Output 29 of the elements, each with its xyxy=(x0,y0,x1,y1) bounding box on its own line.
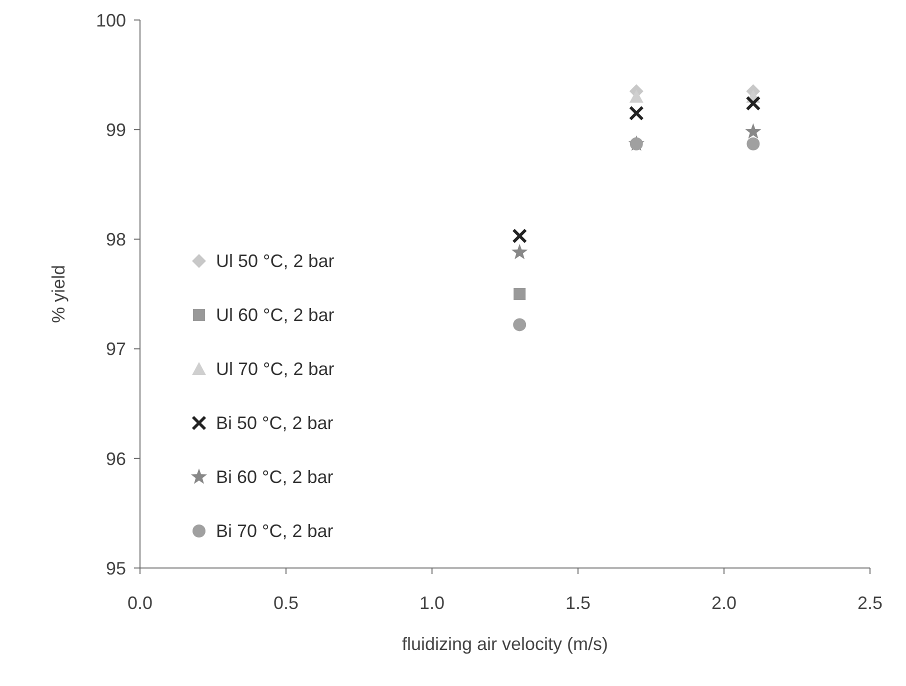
point xyxy=(745,123,762,139)
point xyxy=(746,96,761,111)
y-tick-label: 98 xyxy=(106,230,126,250)
legend-label: Bi 70 °C, 2 bar xyxy=(216,520,334,542)
legend-label: Bi 50 °C, 2 bar xyxy=(216,412,334,434)
point xyxy=(512,228,528,244)
y-axis-title: % yield xyxy=(48,264,68,324)
x-tick-label: 0.5 xyxy=(273,592,299,613)
point xyxy=(628,106,644,121)
x-axis-title: fluidizing air velocity (m/s) xyxy=(402,634,608,654)
point xyxy=(746,137,760,150)
x-tick-label: 2.0 xyxy=(711,592,737,613)
x-tick-label: 1.5 xyxy=(565,592,591,613)
y-tick-label: 96 xyxy=(106,448,126,469)
x-tick-label: 0.0 xyxy=(127,592,153,613)
y-tick-label: 97 xyxy=(106,339,126,360)
x-tick-label: 2.5 xyxy=(857,592,883,613)
legend-label: Bi 60 °C, 2 bar xyxy=(216,466,334,488)
point xyxy=(514,288,526,300)
y-tick-label: 95 xyxy=(106,558,126,578)
y-tick-label: 100 xyxy=(96,10,126,30)
legend-label: Ul 70 °C, 2 bar xyxy=(216,358,334,380)
x-tick-label: 1.0 xyxy=(419,592,445,613)
legend-label: Ul 50 °C, 2 bar xyxy=(216,250,334,272)
y-tick-label: 99 xyxy=(106,120,126,140)
point xyxy=(512,244,528,260)
legend-label: Ul 60 °C, 2 bar xyxy=(216,304,334,326)
point xyxy=(629,90,644,103)
point xyxy=(513,318,526,332)
